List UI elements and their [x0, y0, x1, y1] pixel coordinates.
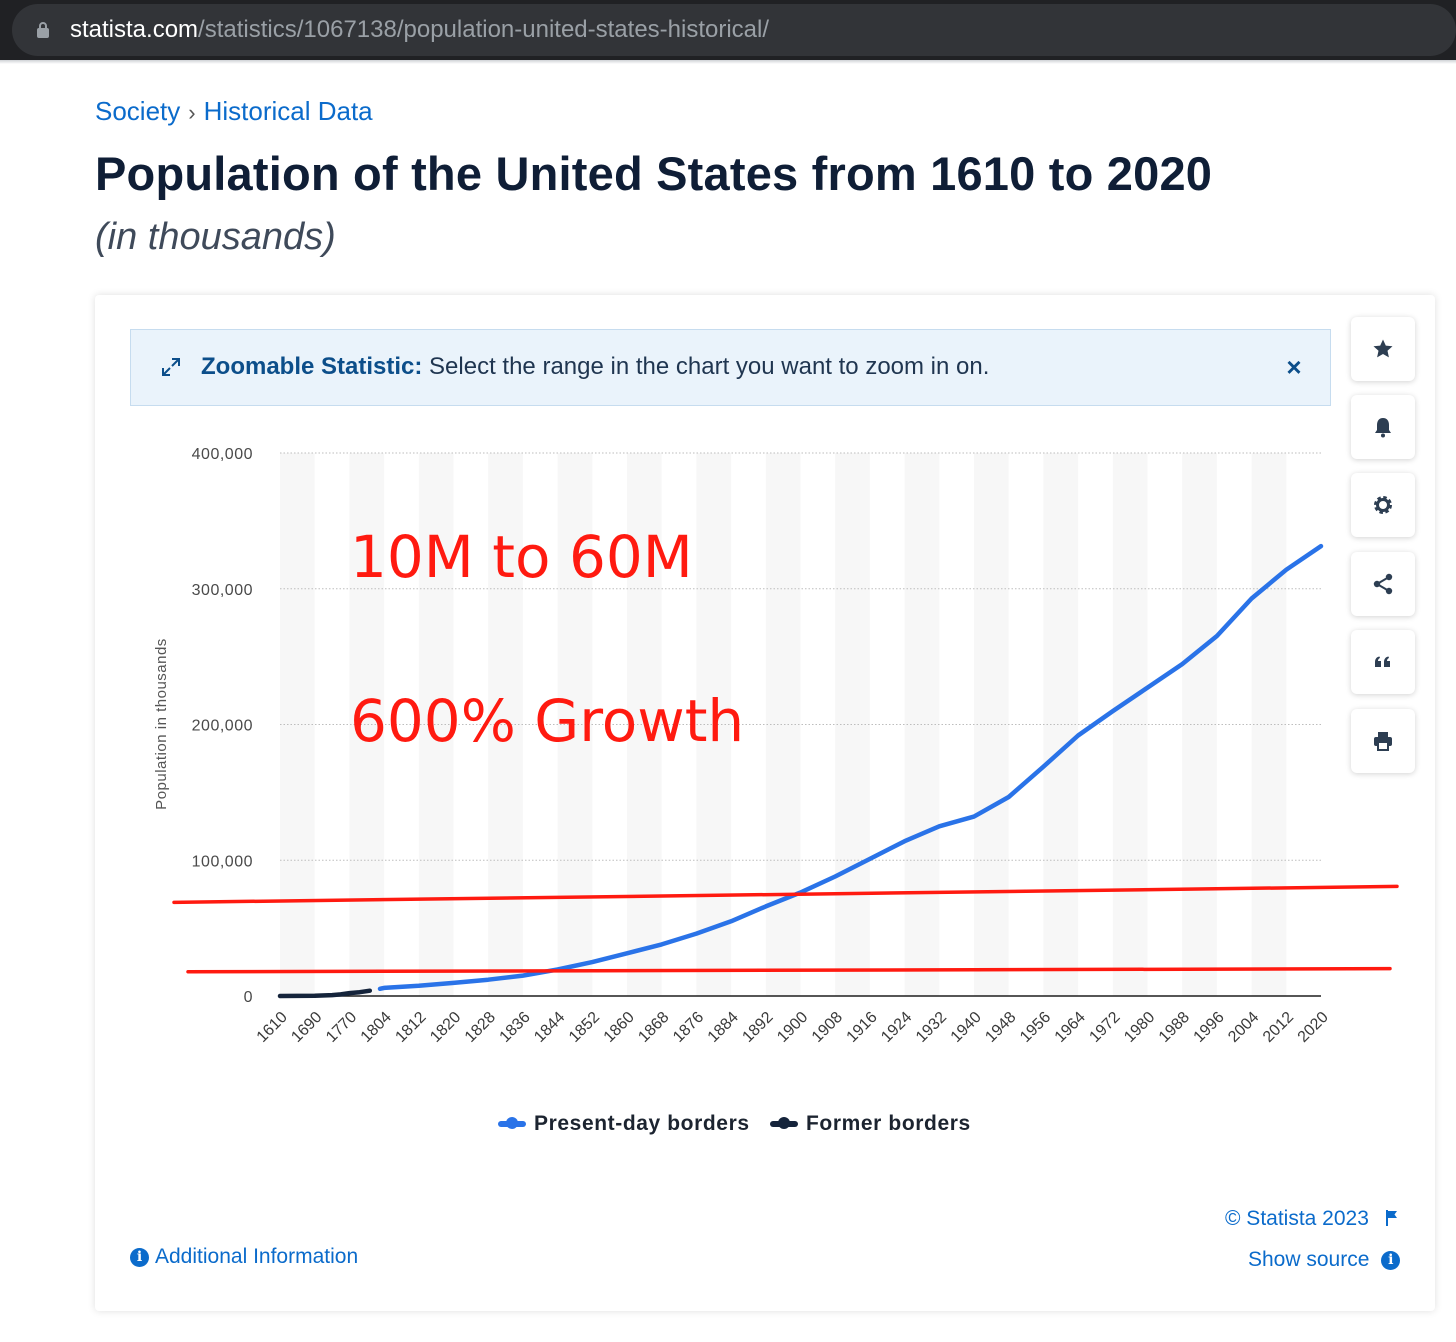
overlay-line [172, 884, 1399, 905]
x-tick-label: 1610 [254, 1009, 291, 1046]
lock-icon [37, 22, 49, 38]
settings-button[interactable] [1351, 473, 1415, 537]
x-tick-label: 2004 [1225, 1009, 1262, 1046]
legend-former[interactable]: Former borders [770, 1108, 971, 1140]
breadcrumb: Society › Historical Data [95, 96, 373, 127]
y-tick-label: 400,000 [192, 446, 253, 463]
breadcrumb-society[interactable]: Society [95, 96, 181, 126]
share-icon [1373, 573, 1393, 595]
notification-button[interactable] [1351, 395, 1415, 459]
browser-url-bar: statista.com/statistics/1067138/populati… [0, 0, 1456, 64]
show-source-text: Show source [1248, 1248, 1370, 1271]
print-icon [1374, 732, 1392, 751]
x-tick-label: 1876 [670, 1009, 707, 1046]
quote-icon [1375, 656, 1390, 667]
info-icon: i [1381, 1250, 1401, 1270]
y-tick-label: 0 [244, 989, 253, 1006]
page-subtitle: (in thousands) [95, 216, 336, 258]
additional-information-link[interactable]: i Additional Information [130, 1245, 358, 1269]
x-tick-label: 1690 [288, 1009, 325, 1046]
legend-former-label: Former borders [806, 1112, 971, 1135]
x-tick-label: 1980 [1121, 1009, 1158, 1046]
legend-present-day[interactable]: Present-day borders [498, 1108, 750, 1140]
former-borders-line [277, 988, 373, 999]
y-tick-label: 100,000 [192, 853, 253, 870]
breadcrumb-historical-data[interactable]: Historical Data [203, 96, 373, 126]
x-tick-label: 1916 [844, 1009, 881, 1046]
bell-icon [1375, 418, 1391, 438]
x-tick-label: 1844 [531, 1009, 568, 1046]
annotation-range: 10M to 60M [350, 523, 693, 591]
x-tick-label: 1988 [1156, 1009, 1193, 1046]
x-tick-label: 1908 [809, 1009, 846, 1046]
x-tick-label: 1892 [739, 1009, 776, 1046]
x-tick-label: 1836 [497, 1009, 534, 1046]
x-tick-label: 1940 [948, 1009, 985, 1046]
zoom-notice-text: Zoomable Statistic: Select the range in … [201, 353, 989, 381]
x-tick-label: 1996 [1191, 1009, 1228, 1046]
copyright-text: © Statista 2023 [1225, 1207, 1369, 1230]
y-axis-title: Population in thousands [153, 638, 170, 810]
x-tick-label: 1948 [982, 1009, 1019, 1046]
cite-button[interactable] [1351, 630, 1415, 694]
gear-icon [1374, 496, 1392, 514]
page-title: Population of the United States from 161… [95, 147, 1213, 200]
favorite-button[interactable] [1351, 317, 1415, 381]
x-tick-label: 2020 [1295, 1009, 1332, 1046]
overlay-line [186, 966, 1392, 974]
x-tick-label: 1924 [878, 1009, 915, 1046]
expand-icon [162, 358, 180, 376]
x-tick-label: 1860 [601, 1009, 638, 1046]
x-tick-label: 1770 [323, 1009, 360, 1046]
x-tick-label: 1804 [358, 1009, 395, 1046]
present-day-borders-line [377, 543, 1324, 992]
legend-present-label: Present-day borders [534, 1112, 750, 1135]
x-tick-label: 1828 [462, 1009, 499, 1046]
x-tick-label: 1972 [1086, 1009, 1123, 1046]
close-icon[interactable]: × [1286, 352, 1302, 382]
print-button[interactable] [1351, 709, 1415, 773]
share-button[interactable] [1351, 552, 1415, 616]
star-icon [1373, 339, 1393, 358]
x-tick-label: 1820 [427, 1009, 464, 1046]
x-tick-label: 1868 [635, 1009, 672, 1046]
url-path: /statistics/1067138/population-united-st… [198, 16, 770, 43]
x-tick-label: 1964 [1052, 1009, 1089, 1046]
statista-copyright[interactable]: © Statista 2023 [1225, 1207, 1399, 1231]
y-tick-label: 300,000 [192, 582, 253, 599]
legend-present-swatch [498, 1117, 526, 1129]
zoom-notice-label: Zoomable Statistic: [201, 353, 423, 380]
x-tick-label: 1932 [913, 1009, 950, 1046]
zoom-notice: Zoomable Statistic: Select the range in … [130, 329, 1331, 406]
x-tick-label: 1812 [392, 1009, 429, 1046]
legend-former-swatch [770, 1117, 798, 1129]
toolbar-shadow [0, 60, 1456, 64]
x-tick-label: 2012 [1260, 1009, 1297, 1046]
breadcrumb-separator: › [188, 100, 196, 125]
flag-icon [1385, 1210, 1397, 1226]
x-tick-label: 1900 [774, 1009, 811, 1046]
url-domain: statista.com [70, 16, 199, 43]
x-tick-label: 1852 [566, 1009, 603, 1046]
zoom-notice-message: Select the range in the chart you want t… [429, 353, 990, 380]
info-icon: i [130, 1247, 149, 1267]
url-text[interactable]: statista.com/statistics/1067138/populati… [70, 14, 769, 46]
annotation-growth: 600% Growth [350, 687, 744, 755]
y-tick-label: 200,000 [192, 718, 253, 735]
additional-information-text: Additional Information [155, 1245, 359, 1268]
x-tick-label: 1884 [705, 1009, 742, 1046]
x-tick-label: 1956 [1017, 1009, 1054, 1046]
show-source-link[interactable]: Show source i [1248, 1248, 1401, 1272]
address-field[interactable] [12, 4, 1456, 56]
